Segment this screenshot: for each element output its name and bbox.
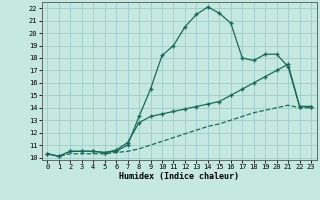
X-axis label: Humidex (Indice chaleur): Humidex (Indice chaleur)	[119, 172, 239, 181]
